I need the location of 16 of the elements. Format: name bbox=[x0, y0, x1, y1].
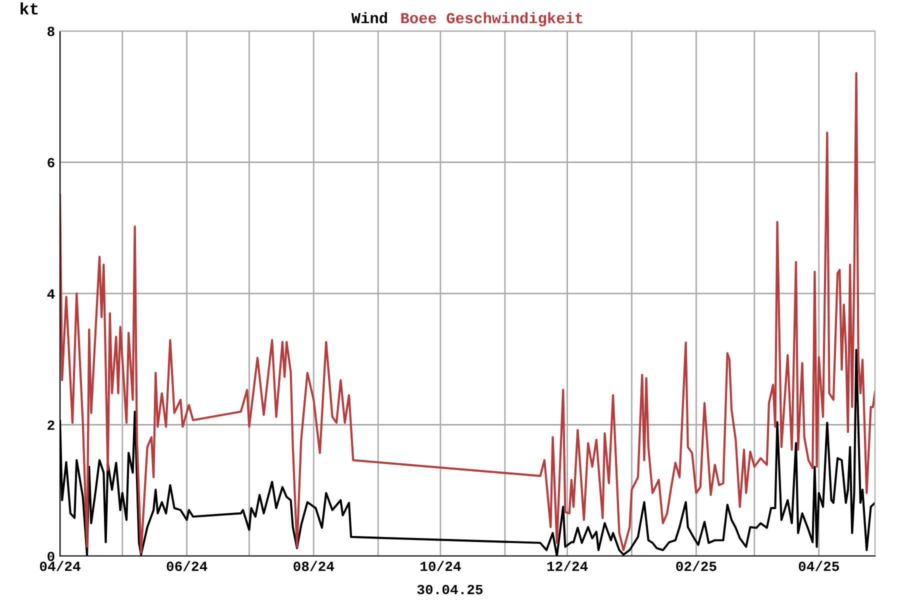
y-tick-label: 4 bbox=[47, 289, 55, 299]
y-tick-label: 2 bbox=[48, 420, 54, 430]
x-tick-label: 10/24 bbox=[420, 560, 461, 572]
x-tick-label: 04/25 bbox=[798, 560, 839, 572]
x-tick-label: 02/25 bbox=[676, 560, 716, 572]
x-tick-label: 06/24 bbox=[166, 560, 208, 572]
x-tick-label: 12/24 bbox=[547, 560, 588, 572]
x-tick-label: 08/24 bbox=[294, 560, 334, 572]
text: 30.04.25 bbox=[417, 584, 483, 594]
text: Boee Geschwindigkeit bbox=[401, 12, 582, 26]
y-tick-label: 8 bbox=[48, 26, 54, 36]
x-tick-label: 04/24 bbox=[40, 560, 80, 572]
text: Wind bbox=[351, 12, 387, 24]
y-tick-label: 6 bbox=[48, 158, 54, 168]
y-tick-label: 0 bbox=[48, 552, 54, 562]
y-axis-title: kt bbox=[20, 2, 38, 15]
